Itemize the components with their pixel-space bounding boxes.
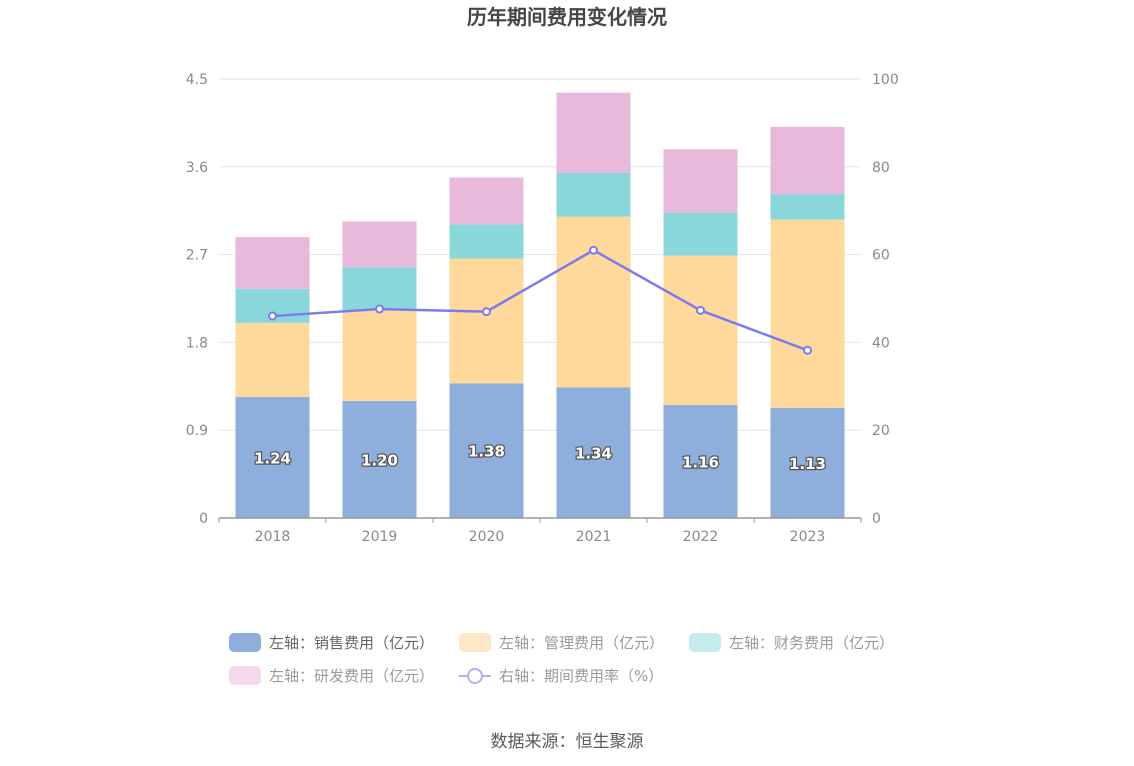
- legend-swatch-3: [689, 633, 721, 652]
- bar-segment-4: [556, 92, 631, 173]
- y-right-tick-label: 60: [872, 248, 890, 264]
- y-axis-right: 0 20 40 60 80 100: [872, 72, 899, 527]
- bar-segment-4: [770, 126, 845, 195]
- legend-label-3: 左轴：财务费用（亿元）: [729, 634, 894, 652]
- y-left-tick-label: 4.5: [186, 72, 208, 88]
- legend-swatch-1: [229, 633, 261, 652]
- bar-segment-1: [342, 400, 417, 518]
- source-note: 数据来源：恒生聚源: [491, 732, 644, 752]
- legend-swatch-4: [229, 666, 261, 685]
- bar-segment-3: [342, 267, 417, 311]
- y-right-tick-label: 0: [872, 511, 881, 527]
- bar-segment-4: [235, 237, 310, 289]
- bar-segment-3: [556, 172, 631, 217]
- y-left-tick-label: 0: [199, 511, 208, 527]
- y-left-tick-label: 1.8: [186, 335, 208, 351]
- legend-label-4: 左轴：研发费用（亿元）: [269, 667, 434, 685]
- bar-series: [235, 92, 845, 518]
- x-tick-label: 2019: [362, 529, 398, 545]
- bar-data-label: 1.38: [468, 443, 505, 461]
- bar-data-label: 1.34: [575, 445, 612, 463]
- bar-segment-4: [663, 149, 738, 213]
- bar-segment-3: [770, 194, 845, 220]
- bar-segment-1: [663, 404, 738, 518]
- bar-segment-1: [556, 387, 631, 518]
- bar-segment-3: [449, 224, 524, 259]
- bar-segment-2: [556, 216, 631, 388]
- rate-point: [268, 311, 277, 321]
- x-tick-label: 2018: [255, 529, 291, 545]
- line-series: [268, 245, 812, 355]
- rate-point: [589, 245, 598, 255]
- x-tick-label: 2021: [576, 529, 612, 545]
- bar-data-label: 1.13: [789, 455, 826, 473]
- legend: 左轴：销售费用（亿元） 左轴：管理费用（亿元） 左轴：财务费用（亿元） 左轴：研发费用…: [229, 633, 894, 685]
- legend-label-5: 右轴：期间费用率（%）: [499, 667, 663, 685]
- bar-segment-4: [342, 221, 417, 268]
- rate-point: [482, 307, 491, 317]
- y-right-tick-label: 40: [872, 335, 890, 351]
- rate-line: [272, 248, 808, 352]
- bar-segment-1: [235, 397, 310, 518]
- x-axis: 2018 2019 2020 2021 2022 2023: [218, 517, 862, 545]
- y-left-tick-label: 0.9: [186, 423, 208, 439]
- bar-segment-4: [449, 177, 524, 225]
- legend-label-2: 左轴：管理费用（亿元）: [499, 634, 664, 652]
- bar-segment-1: [770, 407, 845, 518]
- y-right-tick-label: 20: [872, 423, 890, 439]
- legend-label-1: 左轴：销售费用（亿元）: [269, 634, 434, 652]
- x-tick-label: 2022: [683, 529, 719, 545]
- bar-data-label: 1.16: [682, 453, 719, 471]
- bar-segment-3: [663, 212, 738, 256]
- bar-segment-2: [342, 310, 417, 401]
- x-tick-label: 2023: [790, 529, 826, 545]
- bar-segment-2: [663, 255, 738, 405]
- rate-point: [696, 305, 705, 315]
- bar-segment-1: [449, 383, 524, 518]
- chart-title: 历年期间费用变化情况: [467, 5, 667, 29]
- grid-lines: [219, 78, 861, 431]
- bar-data-label: 1.24: [254, 450, 291, 468]
- bar-segment-2: [770, 219, 845, 408]
- legend-marker: [467, 668, 483, 684]
- rate-point: [375, 304, 384, 314]
- x-tick-label: 2020: [469, 529, 505, 545]
- y-axis-left: 0 0.9 1.8 2.7 3.6 4.5: [186, 72, 208, 527]
- bar-segment-2: [235, 322, 310, 398]
- y-left-tick-label: 2.7: [186, 248, 208, 264]
- rate-point: [803, 345, 812, 355]
- y-right-tick-label: 100: [872, 72, 899, 88]
- legend-swatch-2: [459, 633, 491, 652]
- y-right-tick-label: 80: [872, 160, 890, 176]
- bar-data-label: 1.20: [361, 451, 398, 469]
- bar-segment-2: [449, 258, 524, 384]
- y-left-tick-label: 3.6: [186, 160, 208, 176]
- bar-data-labels: 1.24 1.20 1.38 1.34 1.16 1.13: [253, 441, 827, 474]
